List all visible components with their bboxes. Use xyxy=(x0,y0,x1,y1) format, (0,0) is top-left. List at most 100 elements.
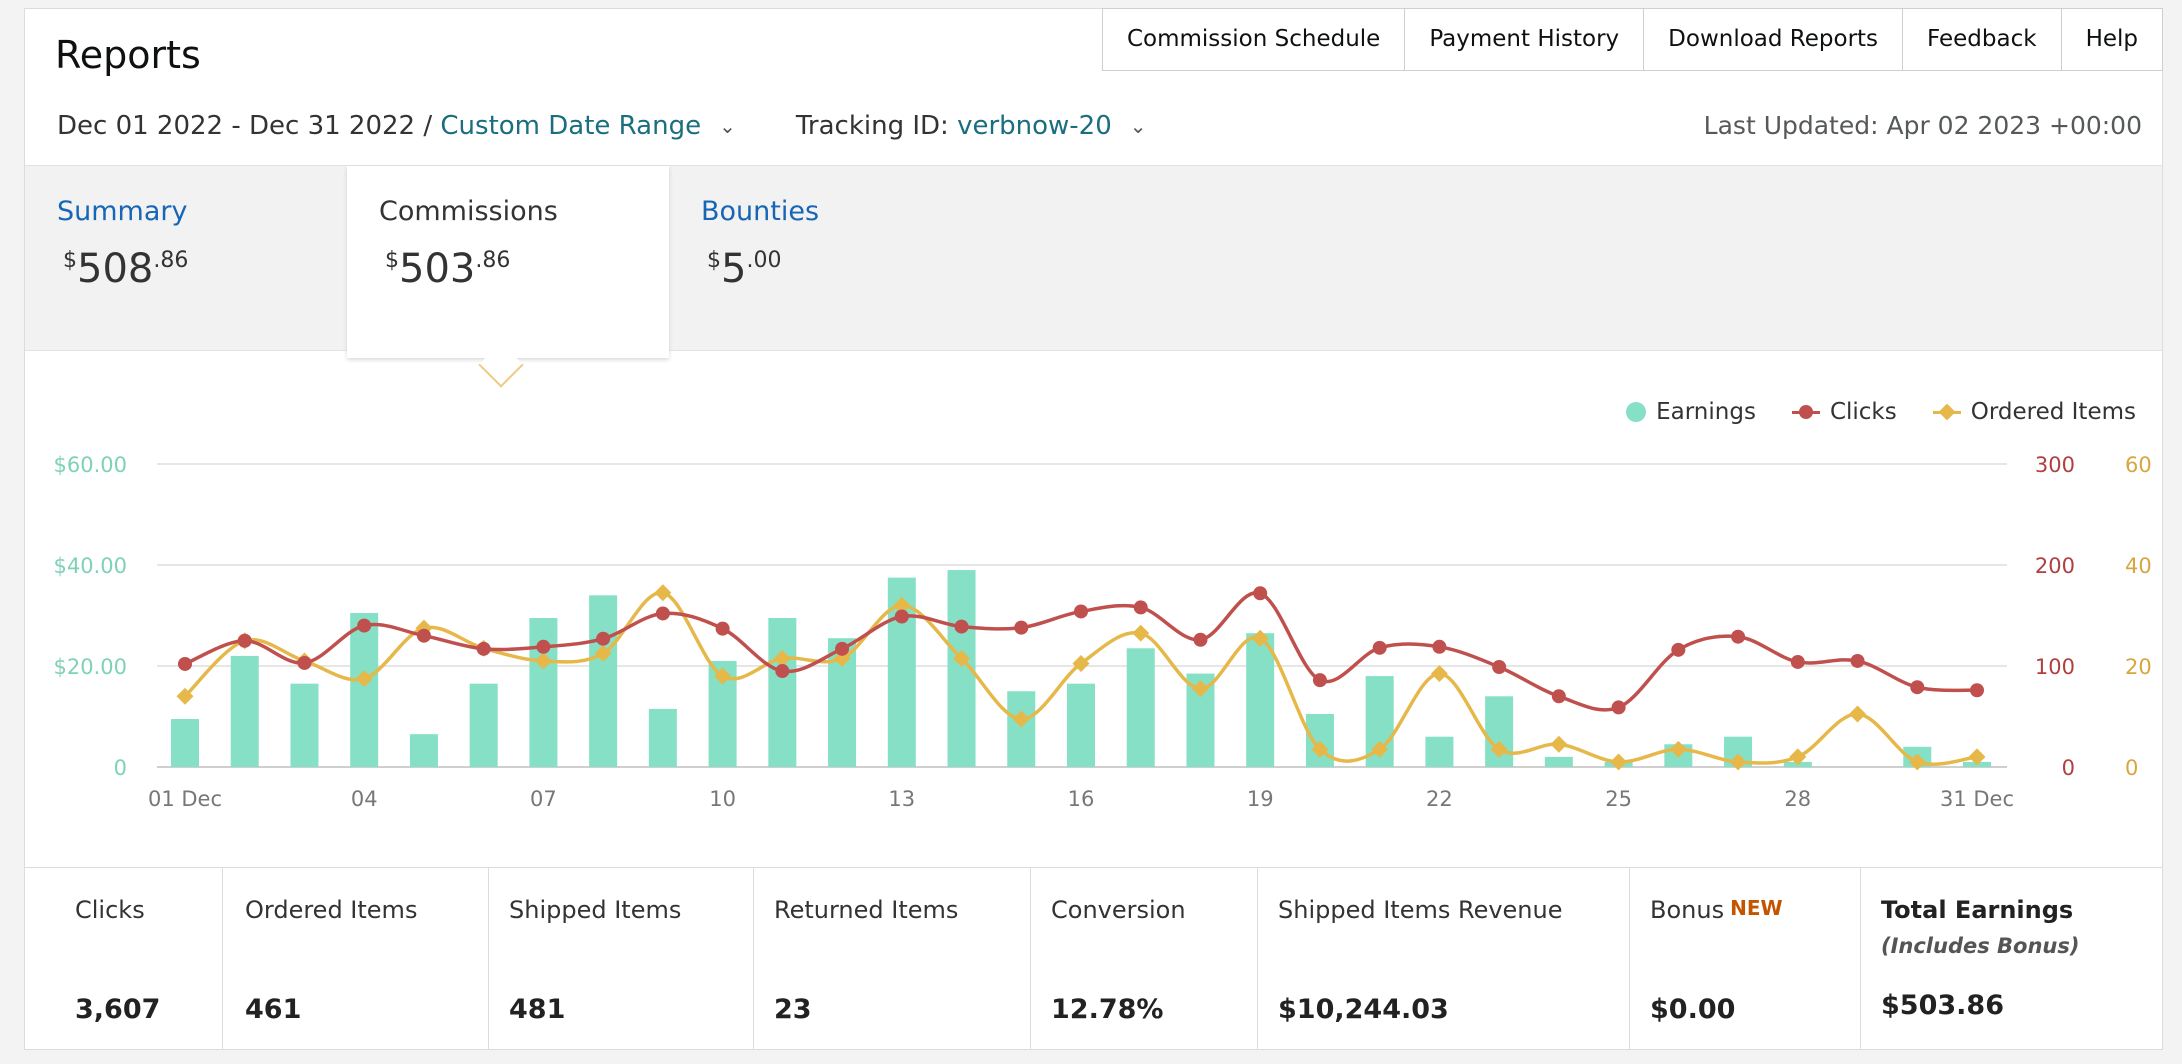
page-title: Reports xyxy=(55,33,201,77)
ordered-items-point xyxy=(1908,753,1926,771)
stat-returned-items: Returned Items 23 xyxy=(754,868,1031,1050)
clicks-point xyxy=(775,664,790,679)
ordered-items-point xyxy=(1669,740,1687,758)
date-range-dropdown[interactable]: Custom Date Range xyxy=(440,111,702,141)
ordered-items-point xyxy=(355,670,373,688)
chart-legend: Earnings Clicks Ordered Items xyxy=(1626,399,2136,425)
reports-page: Reports Commission Schedule Payment Hist… xyxy=(24,8,2163,1050)
legend-clicks[interactable]: Clicks xyxy=(1791,399,1897,425)
clicks-point xyxy=(1014,620,1029,635)
clicks-point xyxy=(1611,700,1626,715)
clicks-point xyxy=(297,655,312,670)
stat-label: Shipped Items xyxy=(509,896,682,924)
clicks-point xyxy=(835,641,850,656)
clicks-point xyxy=(178,656,192,671)
y-tick-label-clicks: 0 xyxy=(2062,756,2075,780)
stat-value: $0.00 xyxy=(1650,994,1736,1025)
earnings-bar xyxy=(230,655,259,767)
legend-earnings[interactable]: Earnings xyxy=(1626,399,1756,425)
ordered-items-point xyxy=(953,649,971,667)
x-tick-label: 19 xyxy=(1247,787,1274,811)
earnings-chart: 0 $20.00 $40.00 $60.00 0 100 200 300 0 20 40 60 01 D… xyxy=(54,453,2152,811)
chevron-down-icon[interactable]: ⌄ xyxy=(719,114,736,138)
x-tick-label: 22 xyxy=(1426,787,1453,811)
earnings-bar xyxy=(1544,756,1573,767)
x-tick-label: 16 xyxy=(1068,787,1095,811)
tab-bounties-label[interactable]: Bounties xyxy=(701,196,820,227)
clicks-point xyxy=(536,639,551,654)
earnings-bar xyxy=(648,708,677,767)
stat-label: Ordered Items xyxy=(245,896,418,924)
ordered-items-point xyxy=(1132,624,1150,642)
earnings-bar xyxy=(469,683,498,767)
clicks-point xyxy=(655,606,670,621)
last-updated-text: Last Updated: Apr 02 2023 +00:00 xyxy=(1703,111,2142,140)
clicks-point xyxy=(1372,640,1387,655)
tab-commissions[interactable]: Commissions $503.86 xyxy=(347,166,669,358)
filter-row: Dec 01 2022 - Dec 31 2022 / Custom Date … xyxy=(57,111,1207,141)
help-link[interactable]: Help xyxy=(2061,8,2163,71)
ordered-items-point xyxy=(1550,735,1568,753)
download-reports-link[interactable]: Download Reports xyxy=(1644,8,1904,71)
clicks-point xyxy=(1731,629,1746,644)
ordered-items-point xyxy=(1430,665,1448,683)
legend-ordered-items[interactable]: Ordered Items xyxy=(1932,399,2136,425)
chevron-down-icon[interactable]: ⌄ xyxy=(1129,114,1147,138)
stat-value: $10,244.03 xyxy=(1278,994,1449,1025)
clicks-point xyxy=(894,609,909,624)
clicks-point xyxy=(1253,586,1268,601)
stat-value: 481 xyxy=(509,994,566,1025)
ordered-items-point xyxy=(176,687,194,705)
stat-value: 461 xyxy=(245,994,302,1025)
clicks-point xyxy=(1850,653,1865,668)
ordered-items-point xyxy=(1729,753,1747,771)
stat-label: Clicks xyxy=(75,896,145,924)
tab-commissions-label: Commissions xyxy=(379,196,558,227)
commission-schedule-link[interactable]: Commission Schedule xyxy=(1101,8,1406,71)
y-tick-label-ordered: 40 xyxy=(2125,554,2152,578)
earnings-bar xyxy=(1246,633,1275,767)
tab-commissions-amount: $503.86 xyxy=(385,246,511,292)
x-tick-label: 31 Dec xyxy=(1940,787,2014,811)
earnings-bar xyxy=(1425,736,1454,767)
clicks-point xyxy=(416,628,431,643)
stat-value: 12.78% xyxy=(1051,994,1164,1025)
includes-bonus-note: (Includes Bonus) xyxy=(1881,934,2080,958)
earnings-bar xyxy=(1126,648,1155,767)
feedback-link[interactable]: Feedback xyxy=(1903,8,2062,71)
stat-shipped-revenue: Shipped Items Revenue $10,244.03 xyxy=(1258,868,1630,1050)
legend-ordered-label: Ordered Items xyxy=(1970,399,2136,425)
legend-earnings-label: Earnings xyxy=(1656,399,1756,425)
tab-summary[interactable]: Summary $508.86 xyxy=(25,166,347,350)
x-tick-label: 10 xyxy=(709,787,736,811)
ordered-legend-marker xyxy=(1932,402,1961,422)
stat-label: Returned Items xyxy=(774,896,959,924)
y-tick-label-earnings: $60.00 xyxy=(54,453,127,477)
clicks-point xyxy=(596,631,611,646)
clicks-point xyxy=(1790,654,1805,669)
clicks-point xyxy=(1910,680,1925,695)
stat-ordered-items: Ordered Items 461 xyxy=(223,868,489,1050)
earnings-bar xyxy=(1007,691,1036,767)
earnings-bar xyxy=(350,612,379,767)
ordered-items-point xyxy=(1968,748,1986,766)
new-badge: NEW xyxy=(1730,896,1783,920)
earnings-bar xyxy=(1067,683,1095,767)
stat-shipped-items: Shipped Items 481 xyxy=(489,868,754,1050)
y-tick-label-clicks: 100 xyxy=(2035,655,2075,679)
clicks-point xyxy=(954,619,969,634)
ordered-items-point xyxy=(1610,753,1628,771)
legend-clicks-label: Clicks xyxy=(1829,399,1897,425)
ordered-items-point xyxy=(1849,705,1867,723)
tab-bounties[interactable]: Bounties $5.00 xyxy=(669,166,991,350)
stat-clicks: Clicks 3,607 xyxy=(25,868,223,1050)
earnings-bar xyxy=(171,719,199,767)
payment-history-link[interactable]: Payment History xyxy=(1405,8,1645,71)
stat-label: Shipped Items Revenue xyxy=(1278,896,1563,924)
tracking-id-dropdown[interactable]: verbnow-20 xyxy=(957,111,1112,141)
tab-summary-label[interactable]: Summary xyxy=(57,196,188,227)
x-tick-label: 13 xyxy=(888,787,915,811)
date-separator: / xyxy=(415,111,441,141)
ordered-items-point xyxy=(1371,740,1389,758)
stat-bonus: Bonus NEW $0.00 xyxy=(1630,868,1861,1050)
